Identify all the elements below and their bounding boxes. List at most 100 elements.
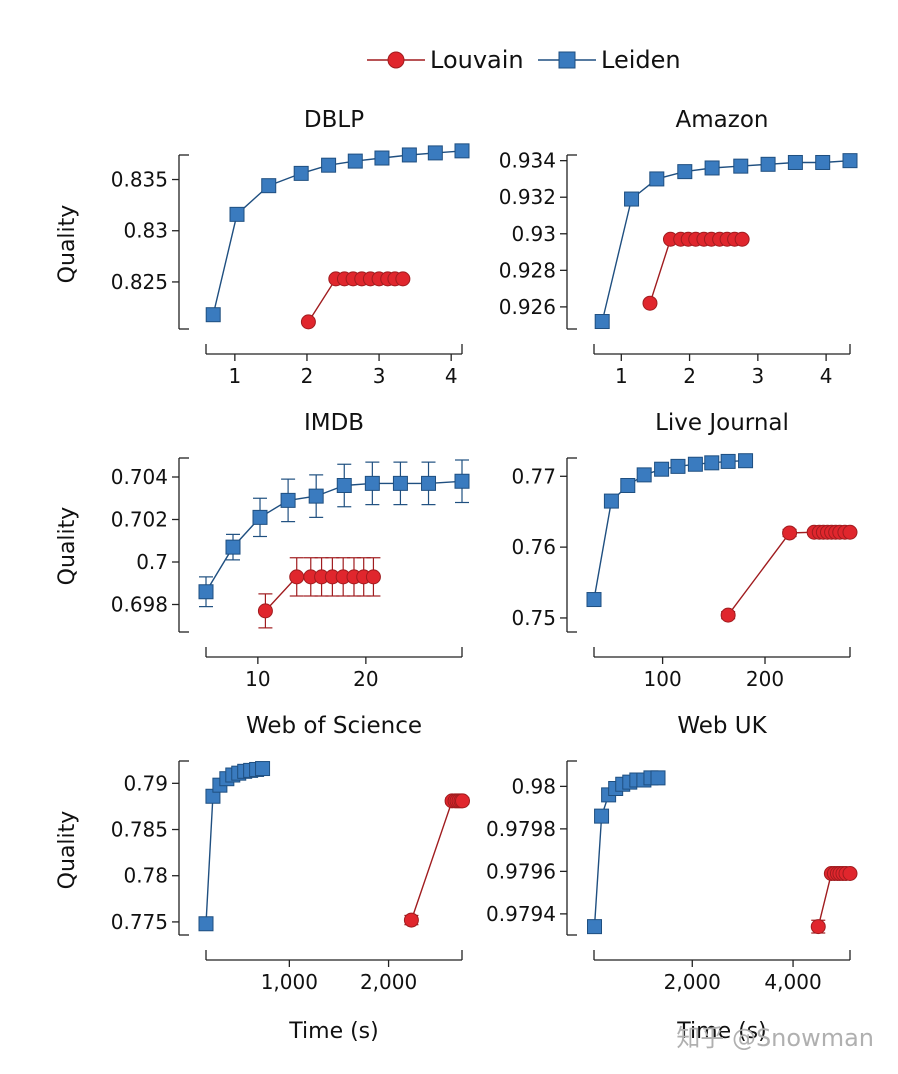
leiden-point (670, 458, 686, 474)
louvain-point (403, 912, 419, 928)
y-tick-label: 0.79 (123, 771, 168, 795)
leiden-point (427, 145, 443, 161)
leiden-point (624, 191, 640, 207)
x-tick-label: 4,000 (764, 970, 821, 994)
series-leiden (198, 459, 470, 608)
leiden-point (815, 154, 831, 170)
leiden-point (374, 150, 390, 166)
leiden-point (620, 478, 636, 493)
x-tick-label: 100 (644, 667, 682, 691)
leiden-point (205, 307, 221, 323)
leiden-point (649, 171, 665, 187)
y-tick-label: 0.698 (111, 593, 168, 617)
leiden-point (454, 473, 470, 489)
leiden-point (308, 488, 324, 504)
louvain-point (842, 524, 858, 540)
panel-title: Web UK (677, 713, 767, 739)
leiden-point (636, 467, 652, 483)
y-tick-label: 0.702 (111, 508, 168, 532)
y-axis-label-row1: Quality (55, 205, 80, 284)
x-tick-label: 2,000 (360, 970, 417, 994)
y-tick-label: 0.75 (511, 606, 556, 630)
y-tick-label: 0.835 (111, 168, 168, 192)
legend-louvain-marker (387, 51, 405, 69)
leiden-point (293, 165, 309, 181)
series-leiden (594, 153, 858, 330)
watermark-text: 知乎 @Snowman (676, 1024, 874, 1052)
y-tick-label: 0.7 (136, 550, 168, 574)
x-tick-label: 1 (615, 364, 628, 388)
y-tick-label: 0.775 (111, 910, 168, 934)
x-tick-label: 1 (228, 364, 241, 388)
leiden-point (321, 157, 337, 173)
y-tick-label: 0.9796 (486, 859, 556, 883)
leiden-point (738, 453, 754, 469)
panel-live-journal: Live Journal 0.75 0.76 0.77 100 200 (511, 410, 858, 691)
louvain-point (300, 314, 316, 330)
x-tick-label: 2 (683, 364, 696, 388)
y-tick-label: 0.825 (111, 270, 168, 294)
series-line-louvain (817, 872, 850, 927)
series-louvain (257, 557, 381, 629)
x-tick-label: 20 (353, 667, 378, 691)
legend-leiden-marker (558, 51, 576, 69)
series-line-louvain (727, 531, 850, 616)
leiden-point (733, 158, 749, 174)
series-louvain (300, 271, 411, 330)
y-tick-label: 0.926 (499, 295, 556, 319)
series-line-leiden (212, 150, 463, 315)
series-louvain (810, 866, 858, 935)
leiden-point (603, 493, 619, 509)
leiden-point (454, 143, 470, 159)
x-tick-label: 3 (373, 364, 386, 388)
series-line-louvain (410, 800, 463, 921)
leiden-point (842, 153, 858, 169)
y-tick-label: 0.934 (499, 149, 556, 173)
y-tick-label: 0.9794 (486, 902, 556, 926)
series-louvain (403, 793, 470, 928)
series-leiden (587, 770, 666, 935)
leiden-point (586, 592, 602, 608)
leiden-point (720, 453, 736, 469)
leiden-point (401, 147, 417, 163)
y-axis-label-row2: Quality (55, 507, 80, 586)
leiden-point (347, 153, 363, 169)
series-louvain (720, 524, 858, 623)
legend-louvain-label: Louvain (430, 46, 524, 74)
leiden-point (392, 475, 408, 491)
leiden-point (336, 478, 352, 493)
y-tick-label: 0.932 (499, 185, 556, 209)
y-tick-label: 0.78 (123, 864, 168, 888)
louvain-point (720, 607, 736, 623)
panel-web-of-science: Web of Science 0.775 0.78 0.785 0.79 1,000 2,0… (111, 713, 470, 994)
y-axis-label-row3: Quality (55, 811, 80, 890)
leiden-point (587, 919, 603, 935)
series-leiden (586, 453, 754, 608)
leiden-point (650, 770, 666, 786)
panel-title: Live Journal (655, 410, 789, 436)
x-tick-label: 4 (445, 364, 458, 388)
y-tick-label: 0.704 (111, 465, 168, 489)
panel-title: DBLP (304, 107, 364, 133)
leiden-point (225, 539, 241, 555)
x-tick-label: 10 (245, 667, 270, 691)
leiden-point (280, 492, 296, 508)
leiden-point (787, 154, 803, 170)
y-tick-label: 0.93 (511, 222, 556, 246)
louvain-point (782, 525, 798, 541)
leiden-point (594, 808, 610, 824)
chart-panels: DBLP 0.825 0.83 0.835 1 2 3 4 Amazon 0.926 0.928 0.… (111, 107, 858, 994)
y-tick-label: 0.785 (111, 818, 168, 842)
y-tick-label: 0.928 (499, 258, 556, 282)
y-tick-label: 0.9798 (486, 817, 556, 841)
louvain-point (642, 295, 658, 311)
series-leiden (205, 143, 470, 323)
x-axis-label-left: Time (s) (288, 1019, 378, 1044)
louvain-point (810, 919, 826, 935)
series-line-leiden (205, 480, 463, 593)
panel-dblp: DBLP 0.825 0.83 0.835 1 2 3 4 (111, 107, 470, 388)
louvain-point (454, 793, 470, 809)
louvain-point (365, 569, 381, 585)
leiden-point (677, 164, 693, 180)
series-line-leiden (593, 460, 746, 600)
